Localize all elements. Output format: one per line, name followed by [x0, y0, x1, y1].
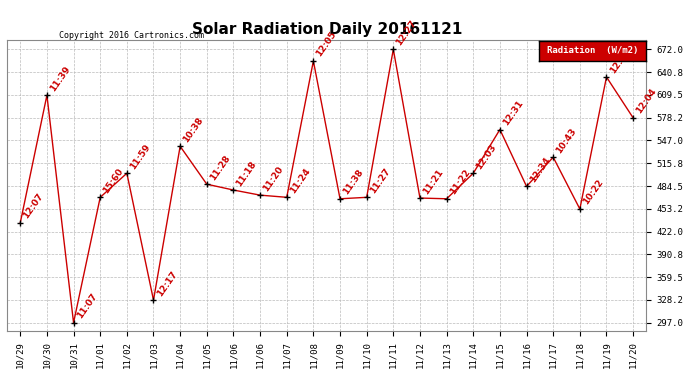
Text: 12:05: 12:05 — [315, 30, 338, 58]
Text: Copyright 2016 Cartronics.com: Copyright 2016 Cartronics.com — [59, 30, 204, 39]
Text: 15:60: 15:60 — [101, 166, 126, 195]
Text: 11:24: 11:24 — [288, 166, 312, 195]
Text: 11:20: 11:20 — [262, 164, 285, 193]
Text: 11:18: 11:18 — [235, 159, 259, 188]
Text: 12:00: 12:00 — [608, 46, 631, 75]
Text: 11:59: 11:59 — [128, 142, 152, 171]
Text: 10:38: 10:38 — [181, 116, 205, 144]
Text: 11:22: 11:22 — [448, 168, 472, 196]
Text: 11:38: 11:38 — [342, 168, 365, 196]
Text: 12:04: 12:04 — [635, 87, 658, 116]
Text: 10:43: 10:43 — [555, 126, 578, 155]
Text: 11:28: 11:28 — [208, 153, 232, 182]
Text: 12:34: 12:34 — [528, 155, 552, 184]
Title: Solar Radiation Daily 20161121: Solar Radiation Daily 20161121 — [192, 22, 462, 37]
Text: 10:22: 10:22 — [581, 178, 605, 207]
Text: 12:27: 12:27 — [395, 18, 419, 47]
Text: 12:17: 12:17 — [155, 269, 179, 298]
Text: Radiation  (W/m2): Radiation (W/m2) — [546, 46, 638, 56]
Text: 12:07: 12:07 — [21, 192, 46, 220]
Text: 11:27: 11:27 — [368, 166, 392, 195]
Text: 12:03: 12:03 — [475, 142, 498, 171]
Text: 11:21: 11:21 — [422, 167, 445, 196]
Text: 12:31: 12:31 — [501, 99, 525, 127]
Text: 11:07: 11:07 — [75, 292, 99, 320]
Text: 11:39: 11:39 — [48, 64, 72, 93]
